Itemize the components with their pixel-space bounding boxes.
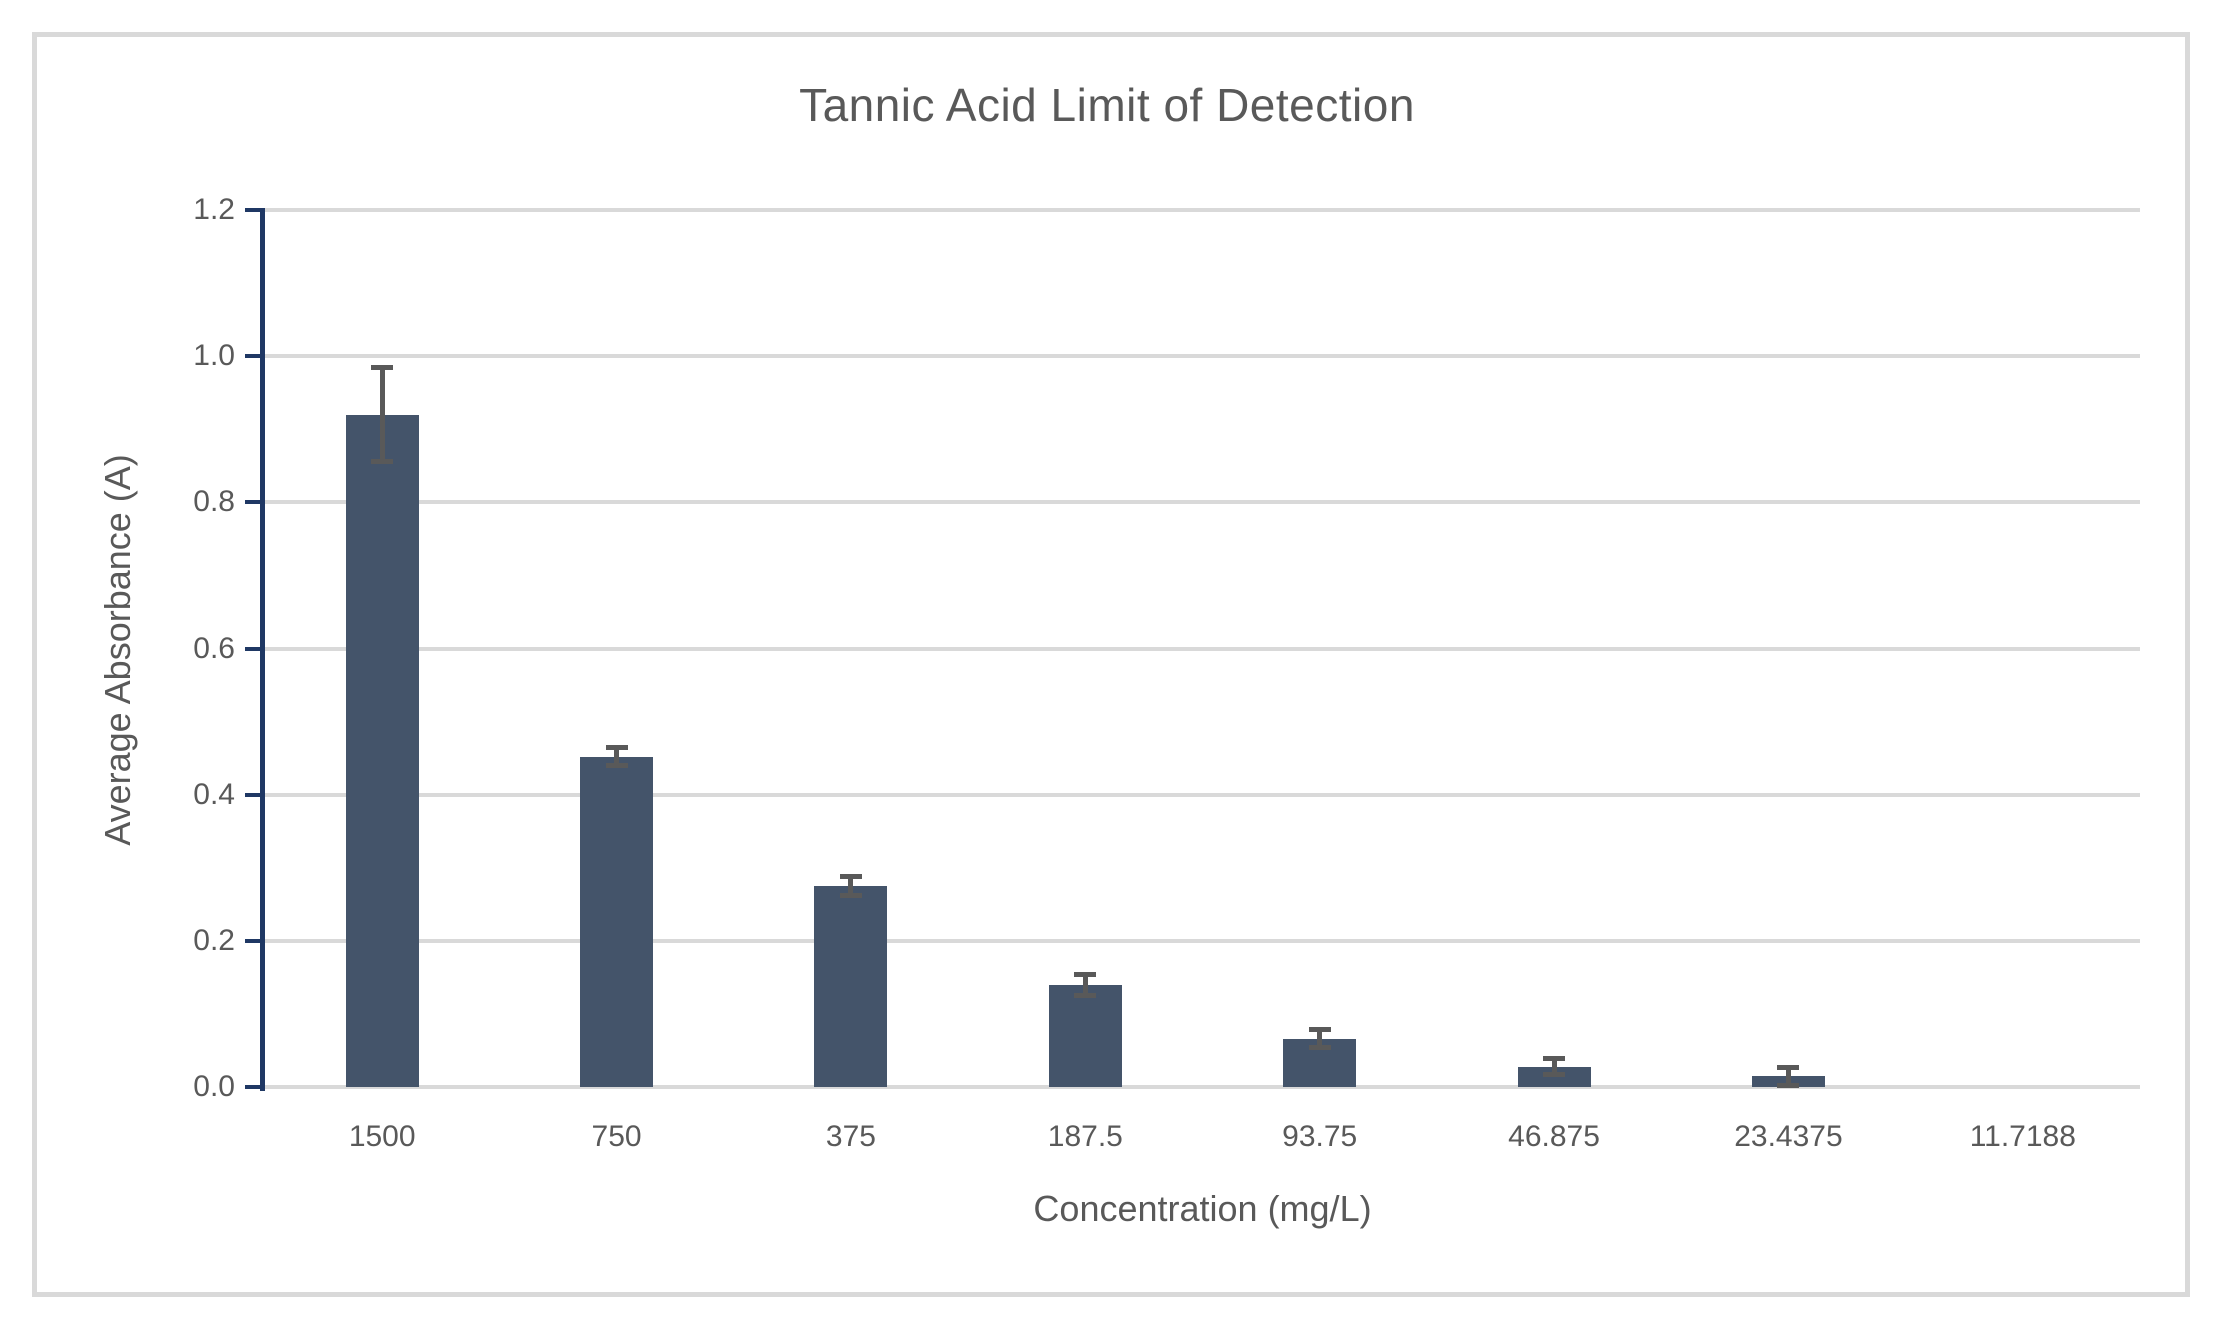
y-axis-tick — [245, 938, 260, 943]
y-axis-tick — [245, 1085, 260, 1089]
error-bar-line — [1082, 973, 1088, 996]
gridline — [265, 646, 2140, 651]
y-tick-label: 0.2 — [193, 923, 235, 957]
x-tick-label: 750 — [591, 1120, 642, 1153]
error-bar-line — [1551, 1057, 1557, 1076]
x-tick-label: 187.5 — [1047, 1120, 1123, 1153]
error-bar-cap-bottom — [605, 763, 628, 769]
y-axis-tick — [245, 354, 260, 359]
x-axis-title: Concentration (mg/L) — [1033, 1188, 1372, 1229]
y-axis-tick — [245, 792, 260, 797]
y-tick-label: 0.4 — [193, 777, 235, 811]
error-bar-cap-bottom — [1308, 1045, 1331, 1051]
gridline — [265, 792, 2140, 797]
x-tick-label: 375 — [825, 1120, 876, 1153]
x-tick-label: 23.4375 — [1734, 1120, 1843, 1153]
error-bar-cap-bottom — [1074, 992, 1097, 998]
error-bar-cap-top — [1543, 1055, 1566, 1061]
error-bar-line — [379, 367, 385, 463]
chart-title: Tannic Acid Limit of Detection — [799, 79, 1415, 131]
error-bar-cap-top — [1074, 971, 1097, 977]
error-bar-line — [848, 875, 854, 897]
error-bar-cap-top — [839, 873, 862, 879]
error-bar-cap-top — [605, 745, 628, 751]
y-axis-tick — [245, 646, 260, 651]
error-bar-cap-top — [1308, 1027, 1331, 1033]
x-tick-label: 11.7188 — [1969, 1120, 2076, 1153]
error-bar-cap-bottom — [1543, 1072, 1566, 1078]
error-bar-cap-top — [1777, 1064, 1800, 1070]
error-bar-cap-top — [371, 365, 394, 371]
bar — [345, 414, 419, 1087]
y-axis-line — [260, 208, 265, 1091]
x-tick-label: 93.75 — [1282, 1120, 1358, 1153]
error-bar-line — [1317, 1029, 1323, 1049]
gridline — [265, 208, 2140, 212]
y-axis-title: Average Absorbance (A) — [97, 454, 138, 846]
gridline — [265, 1085, 2140, 1089]
error-bar-line — [614, 747, 620, 767]
error-bar-cap-bottom — [839, 893, 862, 899]
gridline — [265, 354, 2140, 359]
x-tick-label: 46.875 — [1508, 1120, 1600, 1153]
bar — [580, 756, 654, 1087]
error-bar-cap-bottom — [371, 459, 394, 465]
y-tick-label: 0.0 — [193, 1070, 235, 1103]
y-tick-label: 0.8 — [193, 485, 235, 519]
error-bar-cap-bottom — [1777, 1082, 1800, 1088]
y-tick-label: 1.0 — [193, 339, 235, 373]
y-tick-label: 1.2 — [193, 193, 235, 226]
gridline — [265, 500, 2140, 505]
y-tick-label: 0.6 — [193, 631, 235, 665]
gridline — [265, 938, 2140, 943]
y-axis-tick — [245, 500, 260, 505]
bar — [814, 886, 888, 1087]
bar — [1048, 984, 1122, 1087]
plot-area: 1.2 1.0 0.8 0.6 0.4 0.2 0.0 1500 750 375 187.5 93.7… — [193, 193, 2140, 1153]
error-bar-line — [1785, 1066, 1791, 1086]
y-axis-tick — [245, 208, 260, 212]
x-tick-label: 1500 — [348, 1120, 416, 1153]
